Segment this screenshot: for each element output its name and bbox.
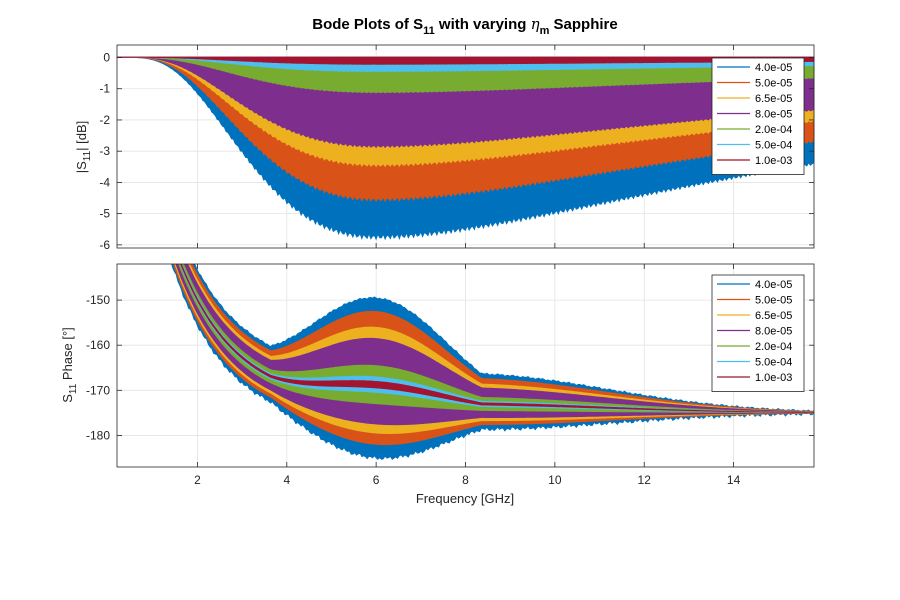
magnitude-legend: 4.0e-05 5.0e-05 6.5e-05 8.0e-05 2.0e-04 5.0e-… xyxy=(711,57,805,175)
phase-bands xyxy=(171,264,814,461)
y-tick-label: -3 xyxy=(99,144,110,158)
phase-band-1.0e-03 xyxy=(180,264,814,413)
phase-band-5.0e-04 xyxy=(179,264,814,413)
legend-box xyxy=(711,57,805,175)
legend-entry: 2.0e-04 xyxy=(755,124,792,136)
y-tick-label: -180 xyxy=(86,428,110,442)
phase-band-2.0e-04 xyxy=(178,264,814,414)
legend-entry: 1.0e-03 xyxy=(755,155,792,167)
legend-entry: 4.0e-05 xyxy=(755,279,792,291)
y-tick-label: -170 xyxy=(86,383,110,397)
y-tick-label: -6 xyxy=(99,238,110,252)
x-tick-label: 12 xyxy=(638,473,652,487)
legend-entry: 2.0e-04 xyxy=(755,341,792,353)
x-tick-label: 2 xyxy=(194,473,201,487)
x-tick-label: 4 xyxy=(283,473,290,487)
legend-entry: 8.0e-05 xyxy=(755,326,792,338)
x-tick-label: 14 xyxy=(727,473,741,487)
legend-entry: 6.5e-05 xyxy=(755,93,792,105)
legend-entry: 1.0e-03 xyxy=(755,372,792,384)
magnitude-axes: 0 -1 -2 -3 -4 -5 -6 |S11| [dB] 4.0e-05 5.0e-05 6… xyxy=(74,44,815,252)
legend-box xyxy=(711,274,805,392)
magnitude-y-axis-label: |S11| [dB] xyxy=(74,121,93,174)
y-tick-label: -160 xyxy=(86,338,110,352)
x-tick-label: 6 xyxy=(373,473,380,487)
phase-y-axis-label: S11 Phase [°] xyxy=(60,327,79,403)
legend-entry: 5.0e-05 xyxy=(755,78,792,90)
y-tick-label: -5 xyxy=(99,207,110,221)
y-tick-label: -150 xyxy=(86,293,110,307)
phase-ticks: 2 4 6 8 10 12 14 -150 -160 -170 -180 xyxy=(86,264,814,487)
y-tick-label: 0 xyxy=(103,50,110,64)
phase-legend: 4.0e-05 5.0e-05 6.5e-05 8.0e-05 2.0e-04 5.0e-… xyxy=(711,274,805,392)
legend-entry: 6.5e-05 xyxy=(755,310,792,322)
legend-entry: 4.0e-05 xyxy=(755,62,792,74)
legend-entry: 5.0e-04 xyxy=(755,140,792,152)
y-tick-label: -2 xyxy=(99,113,110,127)
x-axis-label: Frequency [GHz] xyxy=(416,491,514,506)
legend-entry: 5.0e-05 xyxy=(755,295,792,307)
phase-axes: 2 4 6 8 10 12 14 -150 -160 -170 -180 S11 Phase [°]… xyxy=(60,263,815,506)
figure-title: Bode Plots of S11 with varying ηm Sapphi… xyxy=(312,15,617,37)
x-tick-label: 10 xyxy=(548,473,562,487)
y-tick-label: -1 xyxy=(99,82,110,96)
y-tick-label: -4 xyxy=(99,175,110,189)
legend-entry: 5.0e-04 xyxy=(755,357,792,369)
x-tick-label: 8 xyxy=(462,473,469,487)
magnitude-ticks: 0 -1 -2 -3 -4 -5 -6 xyxy=(99,45,814,252)
magnitude-bands xyxy=(116,56,815,241)
legend-entry: 8.0e-05 xyxy=(755,109,792,121)
